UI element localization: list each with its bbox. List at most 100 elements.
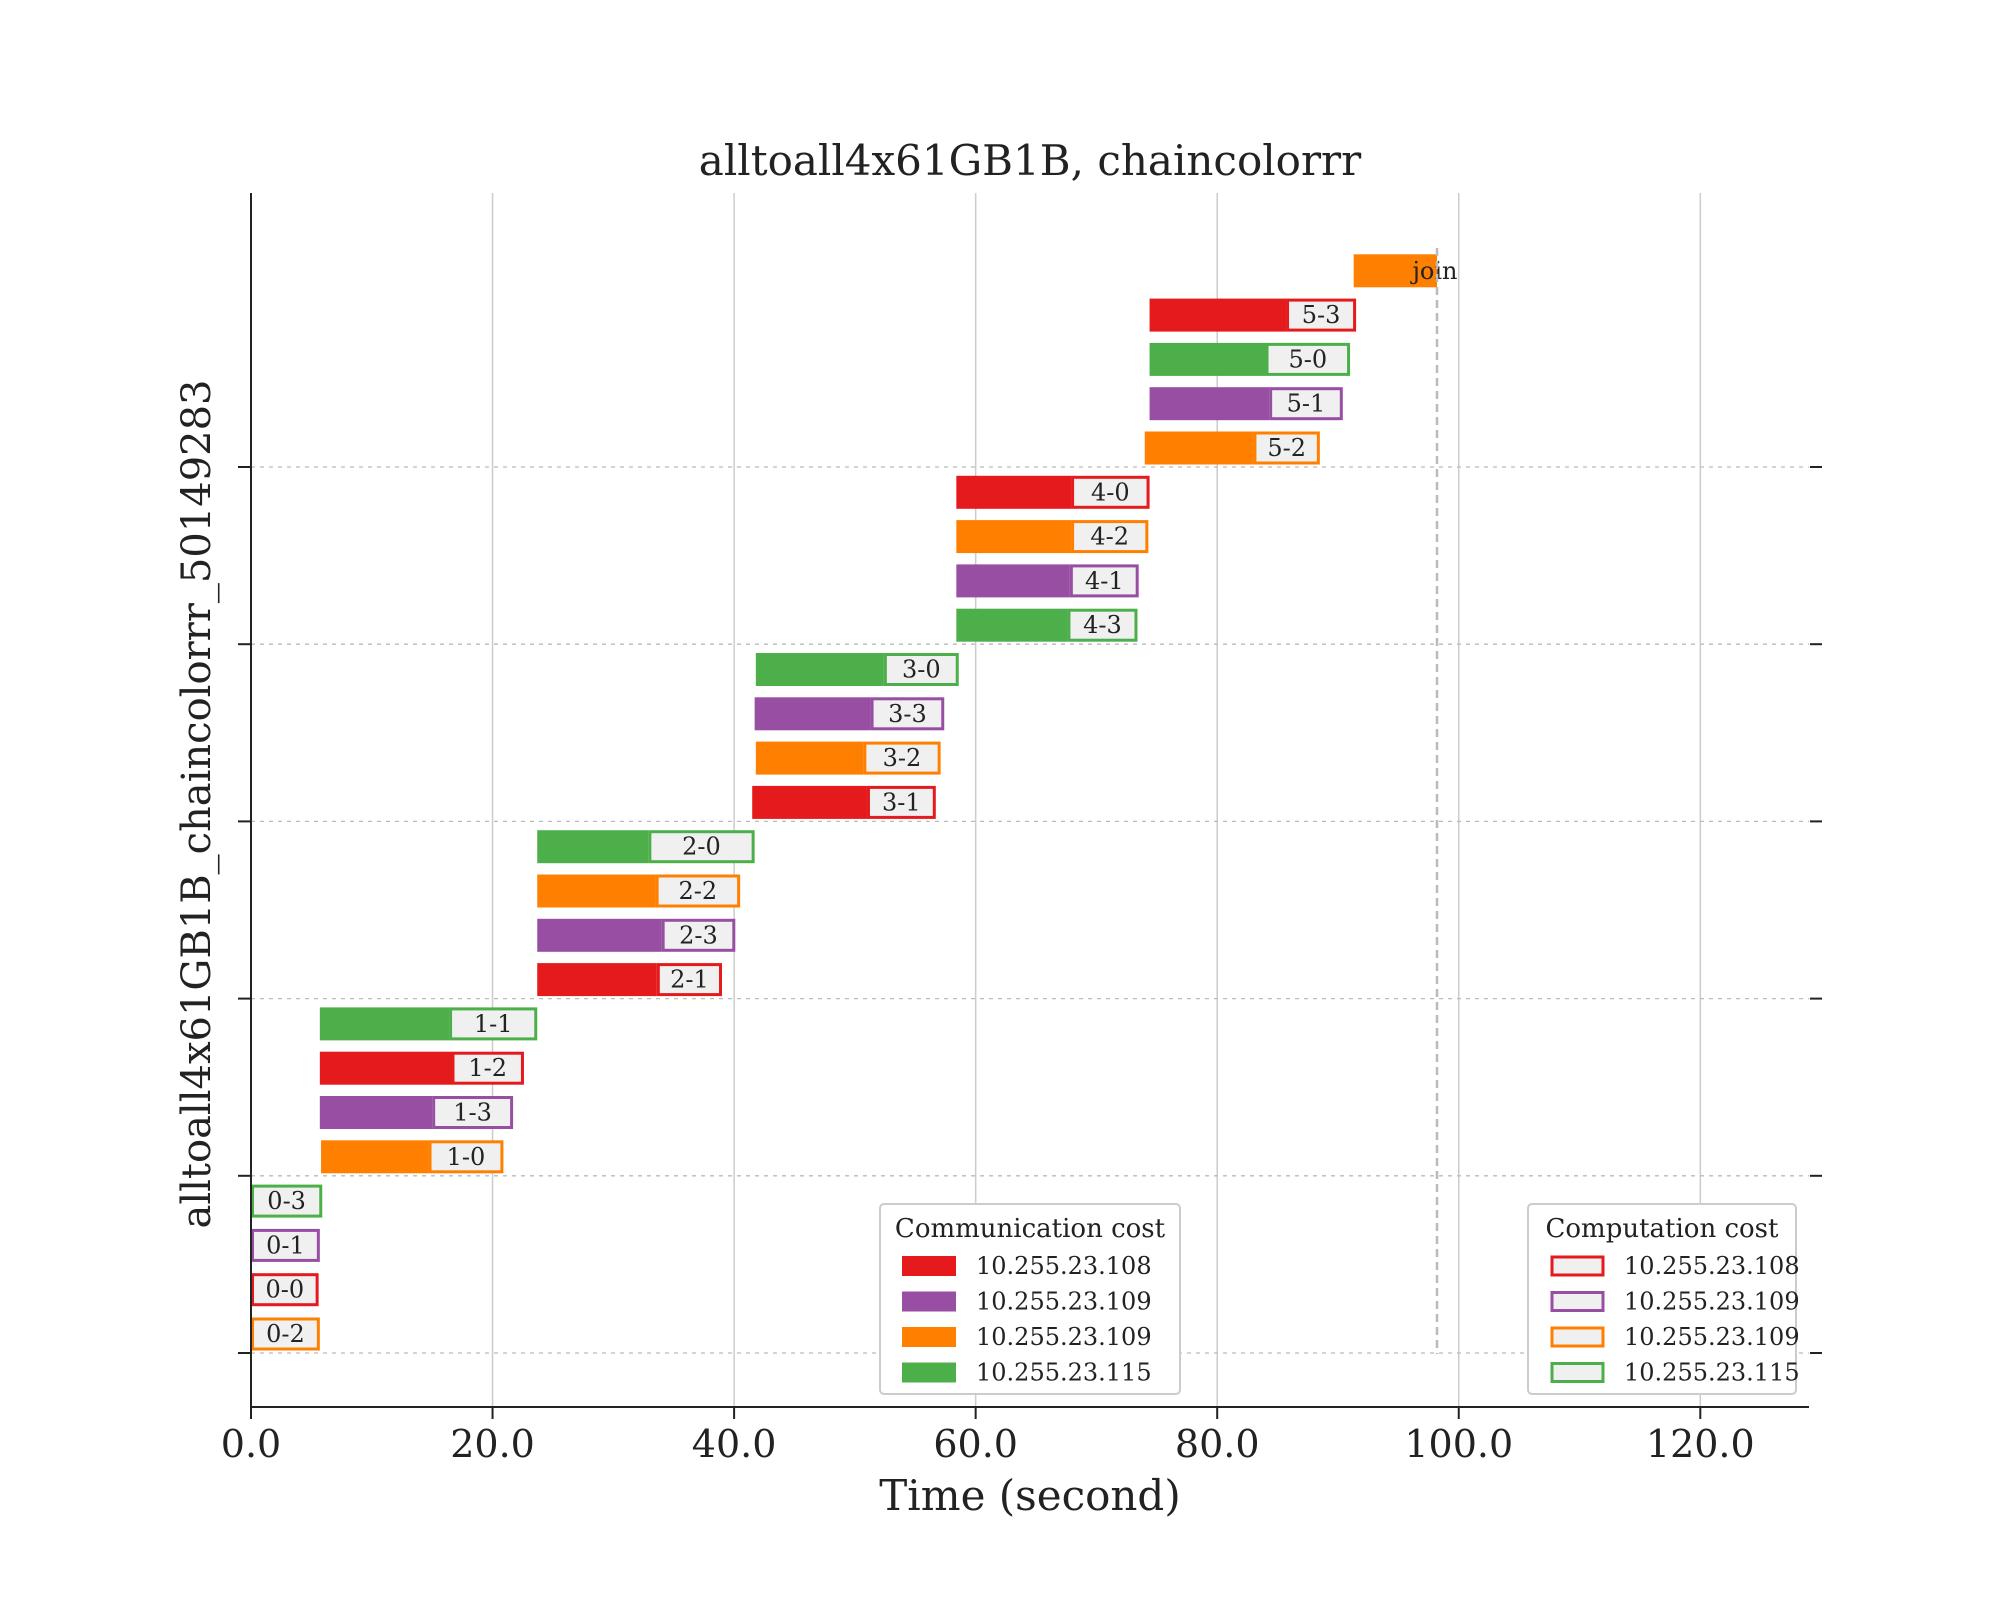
comm-bar [1149,298,1287,332]
comp-bar [251,1317,320,1351]
comp-bar [883,653,959,686]
task-label: 3-1 [882,788,921,816]
legend-swatch [1550,1255,1605,1277]
legend-title: Communication cost [895,1214,1166,1244]
comp-bar [655,874,741,908]
legend-swatch [902,1256,956,1276]
legend-swatch [1550,1291,1605,1312]
legend-entry: 10.255.23.109 [976,1288,1152,1316]
legend-entry: 10.255.23.108 [976,1252,1152,1280]
task-label: 1-2 [468,1054,507,1082]
x-tick-label: 40.0 [692,1422,777,1466]
comp-bar [661,918,736,952]
legend-swatch [902,1362,956,1383]
task-label: 0-2 [266,1320,305,1348]
task-label: 0-1 [266,1231,305,1259]
legend-swatch [902,1327,956,1347]
comp-bar [863,741,941,775]
x-tick-label: 80.0 [1175,1422,1260,1466]
comp-bar [251,1273,319,1307]
comp-bar [1067,608,1138,642]
task-label: 2-1 [670,966,709,994]
comm-bar [956,475,1072,509]
task-label: 1-0 [447,1143,486,1171]
task-label: 1-3 [453,1099,492,1127]
task-label: 2-2 [679,877,718,905]
comm-bar [754,697,871,731]
comm-bar [537,963,657,997]
legend-title: Computation cost [1546,1214,1780,1244]
task-label: join [1409,257,1457,285]
comp-bar [1269,387,1343,421]
task-label: 4-1 [1085,567,1124,595]
chart-title: alltoall4x61GB1B, chaincolorrr [699,136,1362,185]
legend-entry: 10.255.23.109 [1624,1323,1800,1351]
axes: 0.0 20.0 40.0 60.0 80.0 100.0 120.0 [221,193,1822,1466]
legend-entry: 10.255.23.108 [1624,1252,1800,1280]
comm-bar [956,608,1068,642]
task-label: 4-0 [1091,478,1130,506]
legend-entry: 10.255.23.115 [976,1359,1152,1387]
comm-bar [537,874,656,908]
comp-bar [251,1228,320,1262]
comm-bar [752,785,867,819]
comm-bar [1144,431,1254,465]
comp-bar [870,697,945,731]
comp-bar [1286,298,1357,332]
task-label: 2-0 [682,833,721,861]
comp-bar [1265,342,1351,376]
task-label: 5-2 [1267,434,1306,462]
x-tick-label: 60.0 [933,1422,1018,1466]
comm-bar [956,564,1070,598]
x-tick-label: 20.0 [450,1422,535,1466]
task-bars: 0-2 0-0 0-1 0-3 1-0 1-3 1-2 1-1 2-1 2-3 2-2 2-0 3-1 3… [251,248,1458,1354]
comp-bar [1069,564,1139,598]
comp-bar [1071,520,1149,554]
task-label: 4-2 [1090,523,1129,551]
comm-bar [1353,254,1438,288]
comp-bar [1253,431,1320,465]
y-axis-label: alltoall4x61GB1B_chaincolorrr_50149283 [174,379,220,1228]
comp-bar [251,1184,323,1218]
comp-bar [866,785,936,819]
comm-bar [321,1140,429,1174]
legend-entry: 10.255.23.109 [1624,1288,1800,1316]
x-tick-label: 100.0 [1404,1422,1513,1466]
comp-bar [656,963,723,997]
comp-bar [1071,475,1150,509]
comm-bar [537,830,649,864]
legend-swatch [902,1291,956,1312]
comm-bar [755,653,884,686]
comp-bar [428,1140,504,1174]
legends: Communication cost 10.255.23.108 10.255.23… [879,1203,1800,1395]
task-label: 5-3 [1302,301,1341,329]
comm-bar [1149,387,1270,421]
x-tick-label: 0.0 [221,1422,281,1466]
task-label: 3-0 [902,656,941,684]
legend-swatch [1550,1326,1605,1348]
task-label: 2-3 [679,921,718,949]
comm-bar [319,1007,450,1041]
task-label: 3-3 [888,700,927,728]
comp-bar [451,1051,524,1085]
legend-swatch [1550,1362,1605,1383]
task-label: 0-0 [265,1276,304,1304]
task-label: 3-2 [883,744,922,772]
task-label: 5-0 [1288,345,1327,373]
legend-entry: 10.255.23.109 [976,1323,1152,1351]
comm-bar [319,1096,433,1129]
comm-bar [755,741,864,775]
task-label: 0-3 [267,1187,306,1215]
x-tick-label: 120.0 [1646,1422,1755,1466]
x-axis-label: Time (second) [879,1471,1180,1520]
comm-bar [1149,342,1266,376]
task-label: 5-1 [1287,390,1326,418]
comp-bar [648,830,755,864]
comm-bar [319,1051,452,1085]
legend-entry: 10.255.23.115 [1624,1359,1800,1387]
task-label: 4-3 [1083,611,1122,639]
comp-bar [449,1007,538,1041]
comm-bar [537,918,662,952]
comp-bar [432,1096,514,1129]
